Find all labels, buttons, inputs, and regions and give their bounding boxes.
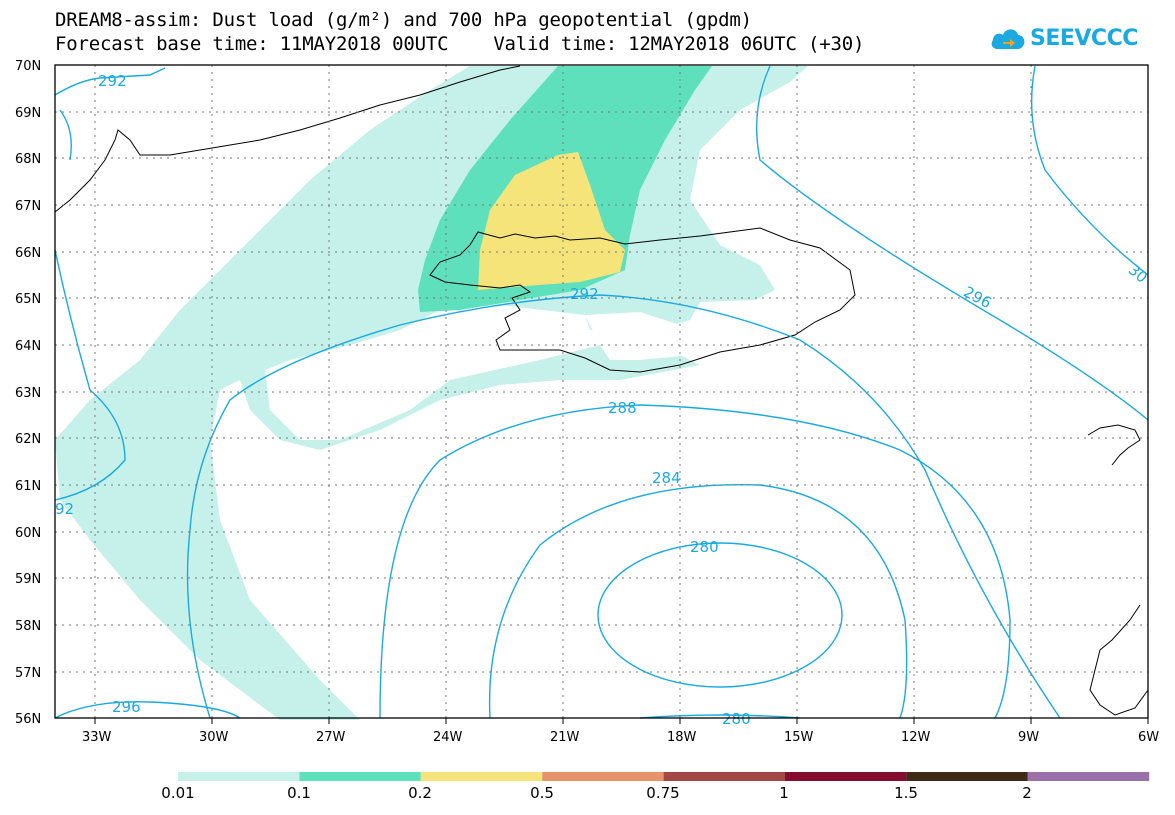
colorbar-swatch	[906, 772, 1028, 781]
lat-label: 66N	[15, 246, 41, 261]
contour-292-main	[186, 294, 1061, 719]
lon-label: 12W	[901, 730, 931, 745]
contour-label-288: 288	[608, 399, 637, 417]
contour-292-top	[54, 67, 166, 96]
lat-label: 69N	[15, 106, 41, 121]
coastlines	[54, 65, 1149, 716]
longitude-labels: 33W 30W 27W 24W 21W 18W 15W 12W 9W 6W	[82, 730, 1159, 745]
dust-field-clear	[585, 312, 700, 360]
lon-label: 24W	[433, 730, 463, 745]
contour-292-greenland	[59, 109, 72, 161]
contour-label-296: 296	[961, 283, 995, 312]
faroe-coastline	[1087, 424, 1141, 466]
geopotential-contours	[54, 65, 1149, 719]
contour-label-300: 30	[1125, 261, 1151, 287]
lat-label: 67N	[15, 199, 41, 214]
scotland-coastline	[1089, 604, 1149, 716]
graticule	[55, 65, 1148, 718]
cloud-arrow-icon	[991, 29, 1025, 49]
lat-label: 62N	[15, 432, 41, 447]
lon-label: 27W	[316, 730, 346, 745]
colorbar-swatch	[178, 772, 300, 781]
lat-label: 63N	[15, 386, 41, 401]
contour-284	[488, 483, 908, 719]
lon-label: 15W	[784, 730, 814, 745]
lon-label: 21W	[550, 730, 580, 745]
greenland-coastline	[54, 65, 521, 213]
colorbar-swatch	[299, 772, 421, 781]
colorbar	[178, 772, 1150, 781]
lat-label: 60N	[15, 526, 41, 541]
contour-280-bottom	[639, 714, 801, 719]
contour-296-bottom	[54, 701, 241, 719]
latitude-labels: 70N 69N 68N 67N 66N 65N 64N 63N 62N 61N …	[15, 59, 41, 727]
colorbar-label: 0.75	[646, 784, 680, 802]
lat-label: 58N	[15, 619, 41, 634]
lon-label: 18W	[667, 730, 697, 745]
colorbar-label: 1	[779, 784, 789, 802]
contour-label-296-bottom: 296	[112, 698, 141, 716]
colorbar-label: 0.5	[530, 784, 554, 802]
colorbar-swatch	[663, 772, 785, 781]
contour-300	[1030, 65, 1149, 276]
contour-288	[379, 404, 1011, 719]
colorbar-swatch	[420, 772, 543, 781]
lon-label: 9W	[1018, 730, 1039, 745]
map-frame	[54, 64, 1149, 719]
colorbar-swatch	[542, 772, 664, 781]
lat-label: 57N	[15, 666, 41, 681]
seevccc-logo: SEEVCCC	[990, 20, 1138, 56]
lon-label: 30W	[199, 730, 229, 745]
dust-field-0.01	[55, 66, 808, 720]
colorbar-label: 2	[1022, 784, 1032, 802]
lat-label: 61N	[15, 479, 41, 494]
dust-field-0.2	[478, 152, 625, 290]
colorbar-label: 0.01	[161, 784, 195, 802]
colorbar-swatch	[785, 772, 907, 781]
lat-label: 70N	[15, 59, 41, 74]
contour-label-292-left: 92	[55, 500, 74, 518]
colorbar-swatch	[1027, 772, 1150, 781]
lat-label: 68N	[15, 152, 41, 167]
contour-label-280-bottom: 280	[722, 710, 751, 728]
contour-label-280: 280	[690, 538, 719, 556]
contour-label-284: 284	[652, 469, 681, 487]
colorbar-label: 0.2	[408, 784, 432, 802]
lat-label: 64N	[15, 339, 41, 354]
map-subtitle: Forecast base time: 11MAY2018 00UTC Vali…	[55, 33, 865, 55]
axis-ticks	[94, 718, 1149, 724]
colorbar-label: 0.1	[287, 784, 311, 802]
lat-label: 65N	[15, 292, 41, 307]
contour-280	[597, 542, 843, 688]
colorbar-label: 1.5	[894, 784, 918, 802]
contour-296	[756, 65, 1149, 421]
map-title: DREAM8-assim: Dust load (g/m²) and 700 h…	[55, 9, 752, 31]
contour-label-292-center: 292	[570, 285, 599, 303]
logo-text: SEEVCCC	[1030, 25, 1138, 51]
contour-292-left	[54, 249, 126, 501]
contour-label-292-top: 292	[98, 72, 127, 90]
lat-label: 59N	[15, 572, 41, 587]
iceland-coastline	[429, 227, 856, 373]
lat-label: 56N	[15, 712, 41, 727]
lon-label: 33W	[82, 730, 112, 745]
lon-label: 6W	[1138, 730, 1159, 745]
